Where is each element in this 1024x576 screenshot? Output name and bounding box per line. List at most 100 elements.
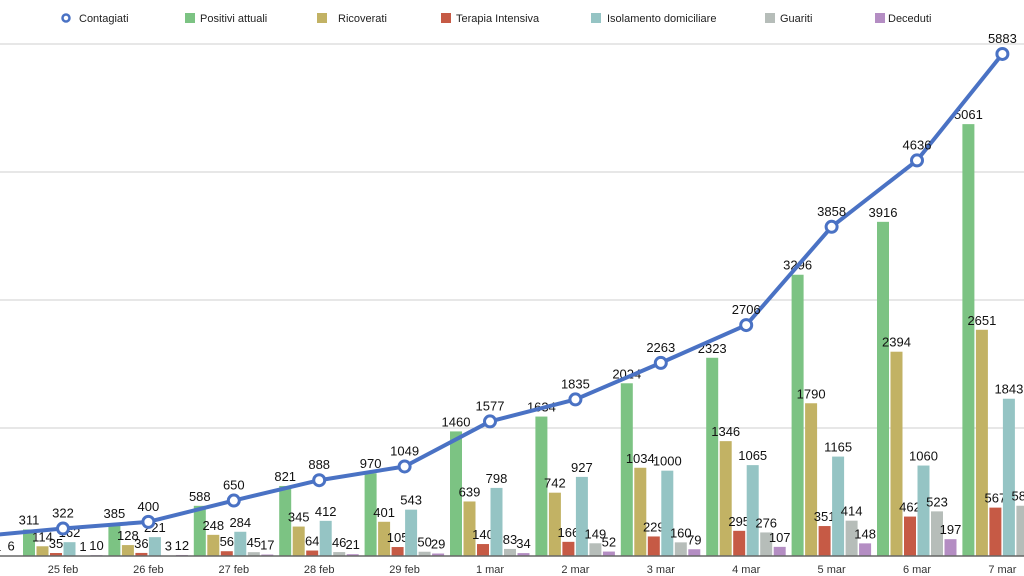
legend-marker-circle (61, 13, 71, 23)
series-guariti: 11345465083149160276414523589 (0, 489, 1024, 556)
bar (247, 552, 260, 556)
bar (292, 526, 305, 556)
data-label: 311 (19, 512, 40, 527)
bar (760, 532, 773, 556)
bar (364, 473, 377, 556)
data-label: 970 (360, 456, 382, 471)
bar (418, 551, 431, 556)
legend-item: Positivi attuali (185, 13, 267, 25)
x-tick-label: 5 mar (818, 564, 846, 576)
bar (234, 531, 247, 556)
bar (504, 548, 516, 556)
data-label: 1790 (797, 386, 826, 401)
data-label: 5061 (954, 107, 983, 122)
bar (1016, 505, 1024, 556)
bar (575, 476, 588, 556)
bar-series: 2213113855888219701460163420242323329639… (0, 107, 1024, 557)
data-label: 401 (373, 505, 395, 520)
data-label: 35 (49, 536, 63, 551)
legend-swatch (185, 13, 195, 23)
line-data-label: 322 (52, 506, 74, 521)
x-tick-label: 27 feb (219, 564, 250, 576)
legend-item: Contagiati (61, 13, 129, 25)
data-label: 1346 (711, 424, 740, 439)
data-label: 276 (755, 515, 777, 530)
line-data-label: 3858 (817, 204, 846, 219)
bar (23, 529, 35, 556)
data-label: 1 (0, 539, 1, 554)
data-label: 1000 (653, 454, 682, 469)
x-tick-label: 2 mar (561, 564, 589, 576)
bar (931, 511, 943, 556)
bar (279, 485, 292, 556)
data-label: 1034 (626, 451, 655, 466)
data-label: 2394 (882, 335, 911, 350)
bar (548, 492, 561, 556)
bar (647, 536, 660, 556)
line-series: 229 322 400 650 888 1049 1577 1835 2263 2706 3858 4… (0, 31, 1017, 537)
bar (719, 441, 732, 556)
data-label: 36 (134, 536, 148, 551)
bar (733, 530, 746, 556)
series-ricoverati: 1011141282483454016397421034134617902394… (32, 313, 996, 556)
data-label: 12 (175, 538, 189, 553)
data-label: 412 (315, 504, 337, 519)
series-deceduti: 61012172129345279107148197233 (5, 522, 961, 556)
series-terapia-intensiva: 2735365664105140166229295351462567 (49, 491, 1006, 556)
line-point (739, 318, 754, 333)
bar (220, 551, 233, 556)
bar (333, 552, 346, 556)
data-label: 229 (643, 519, 665, 534)
bar (450, 431, 462, 556)
bar (674, 542, 687, 556)
x-tick-label: 4 mar (732, 564, 760, 576)
line-data-label: 2706 (732, 302, 761, 317)
bar (805, 403, 818, 556)
bar (944, 539, 957, 556)
bar (602, 551, 615, 556)
data-label: 140 (472, 527, 494, 542)
data-label: 166 (558, 525, 580, 540)
bar (975, 329, 988, 556)
bar (121, 545, 134, 556)
data-label: 345 (288, 510, 310, 525)
bar (589, 543, 602, 556)
gridlines (0, 43, 1024, 429)
bar (818, 526, 831, 556)
data-label: 385 (104, 506, 126, 521)
bar (346, 554, 359, 556)
legend-item: Terapia Intensiva (441, 13, 540, 25)
legend-label: Contagiati (79, 13, 129, 25)
line-data-label: 888 (308, 457, 330, 472)
line-point (824, 219, 839, 234)
data-label: 29 (431, 537, 445, 552)
legend-label: Deceduti (888, 13, 931, 25)
data-label: 927 (571, 460, 593, 475)
bar (207, 534, 220, 556)
bar (477, 544, 489, 556)
bar (391, 547, 404, 556)
data-label: 34 (516, 536, 530, 551)
bar (378, 521, 391, 556)
data-label: 462 (899, 500, 921, 515)
bar (773, 546, 786, 556)
legend-label: Guariti (780, 13, 812, 25)
bar (962, 124, 975, 557)
x-tick-label: 7 mar (988, 564, 1016, 576)
data-label: 1 (79, 539, 86, 554)
bar (490, 487, 503, 556)
bar (706, 357, 719, 556)
bar (108, 523, 121, 556)
bar (148, 537, 161, 556)
legend-item: Ricoverati (317, 13, 387, 25)
data-label: 1060 (909, 449, 938, 464)
bar (63, 542, 76, 556)
data-label: 148 (854, 526, 876, 541)
legend-swatch (765, 13, 775, 23)
x-tick-label: 3 mar (647, 564, 675, 576)
data-label: 821 (274, 469, 296, 484)
legend-swatch (317, 13, 327, 23)
line-data-label: 650 (223, 478, 245, 493)
